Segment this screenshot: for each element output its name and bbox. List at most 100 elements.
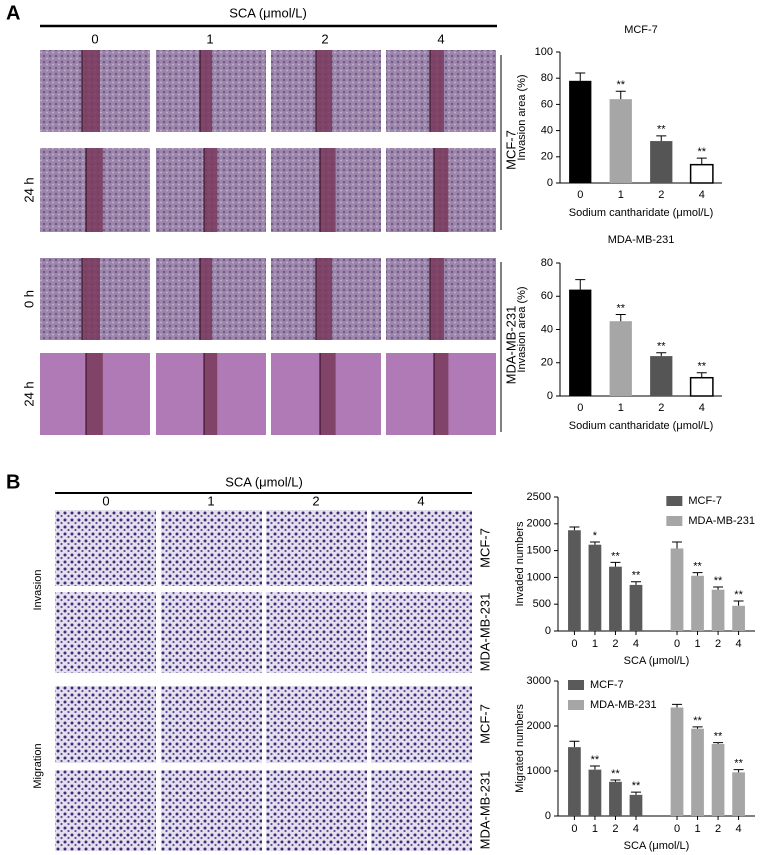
time-label: 0 h bbox=[21, 290, 36, 308]
x-tick-label: 4 bbox=[699, 402, 705, 414]
bar bbox=[691, 575, 704, 631]
x-axis-label: SCA (μmol/L) bbox=[624, 655, 690, 667]
x-tick-label: 0 bbox=[674, 638, 680, 650]
assay-label: Migration bbox=[32, 743, 44, 788]
y-tick-label: 60 bbox=[541, 98, 553, 110]
scratch bbox=[204, 353, 218, 435]
bar bbox=[588, 769, 602, 816]
significance: ** bbox=[611, 550, 620, 562]
micrograph bbox=[161, 592, 262, 673]
x-tick-label: 4 bbox=[633, 823, 639, 835]
error-bar bbox=[615, 314, 626, 322]
legend-swatch bbox=[666, 516, 683, 526]
bar bbox=[670, 707, 684, 816]
chart-title: MCF-7 bbox=[624, 24, 658, 36]
error-bar bbox=[569, 740, 580, 748]
x-tick-label: 1 bbox=[694, 823, 700, 835]
x-tick-label: 2 bbox=[612, 823, 618, 835]
significance: ** bbox=[591, 754, 600, 766]
error-bar bbox=[733, 769, 744, 773]
scratch bbox=[204, 148, 218, 232]
micrograph bbox=[266, 686, 367, 763]
micrograph bbox=[161, 770, 262, 851]
x-tick-label: 2 bbox=[658, 402, 664, 414]
scratch bbox=[316, 50, 332, 132]
scratch bbox=[316, 258, 332, 340]
y-tick-label: 100 bbox=[535, 46, 553, 58]
cell-line-label: MDA-MB-231 bbox=[477, 771, 492, 850]
x-tick-label: 4 bbox=[736, 823, 742, 835]
legend-label: MCF-7 bbox=[590, 679, 624, 691]
x-tick-label: 2 bbox=[612, 638, 618, 650]
bar bbox=[569, 80, 592, 183]
y-tick-label: 0 bbox=[547, 177, 553, 189]
bar bbox=[732, 772, 745, 816]
micrograph bbox=[266, 770, 367, 851]
micrographs bbox=[40, 50, 496, 851]
micrograph bbox=[371, 686, 472, 763]
y-axis-label: Migrated numbers bbox=[514, 704, 526, 793]
bar bbox=[689, 163, 714, 184]
micrograph bbox=[266, 592, 367, 673]
error-bar bbox=[575, 72, 586, 81]
scratch bbox=[430, 258, 444, 340]
x-tick-label: 2 bbox=[658, 189, 664, 201]
x-axis-label: SCA (μmol/L) bbox=[624, 840, 690, 852]
significance: ** bbox=[693, 715, 702, 727]
error-bar bbox=[692, 572, 703, 576]
bar bbox=[650, 356, 673, 396]
y-tick-label: 500 bbox=[533, 598, 551, 610]
dose-label: 2 bbox=[312, 493, 319, 508]
y-tick-label: 2000 bbox=[527, 720, 551, 732]
bar bbox=[711, 589, 725, 631]
error-bar bbox=[696, 157, 707, 165]
bar bbox=[711, 744, 725, 816]
bar bbox=[670, 548, 684, 631]
x-tick-label: 4 bbox=[633, 638, 639, 650]
x-tick-label: 4 bbox=[736, 638, 742, 650]
y-tick-label: 0 bbox=[545, 625, 551, 637]
dose-label: 2 bbox=[321, 31, 328, 46]
significance: ** bbox=[632, 780, 641, 792]
bar bbox=[568, 747, 581, 816]
x-tick-label: 1 bbox=[694, 638, 700, 650]
panel-label: B bbox=[6, 471, 20, 493]
header: SCA (μmol/L) bbox=[225, 474, 303, 489]
legend-swatch bbox=[666, 496, 683, 506]
scratch bbox=[320, 148, 336, 232]
y-tick-label: 3000 bbox=[527, 675, 551, 687]
bar bbox=[609, 99, 632, 183]
significance: ** bbox=[693, 560, 702, 572]
micrograph bbox=[55, 770, 156, 851]
micrograph bbox=[371, 592, 472, 673]
x-tick-label: 0 bbox=[571, 823, 577, 835]
error-bar bbox=[672, 703, 683, 708]
error-bar bbox=[692, 726, 703, 729]
bar bbox=[689, 376, 714, 397]
time-label: 24 h bbox=[21, 177, 36, 202]
bar bbox=[629, 584, 643, 631]
error-bar bbox=[630, 791, 641, 795]
bar bbox=[609, 781, 622, 816]
x-tick-label: 0 bbox=[577, 402, 583, 414]
bar bbox=[691, 728, 704, 816]
cell-line-label: MCF-7 bbox=[477, 528, 492, 568]
dose-label: 0 bbox=[91, 31, 98, 46]
error-bar bbox=[569, 526, 580, 531]
y-tick-label: 20 bbox=[541, 151, 553, 163]
y-tick-label: 60 bbox=[541, 290, 553, 302]
y-tick-label: 20 bbox=[541, 357, 553, 369]
significance: ** bbox=[657, 341, 666, 353]
micrograph bbox=[371, 770, 472, 851]
dose-label: 1 bbox=[206, 31, 213, 46]
scratch bbox=[200, 50, 212, 132]
y-tick-label: 1500 bbox=[527, 545, 551, 557]
legend-swatch bbox=[568, 680, 584, 690]
time-label: 24 h bbox=[21, 381, 36, 406]
y-tick-label: 0 bbox=[545, 810, 551, 822]
significance: ** bbox=[734, 589, 743, 601]
x-tick-label: 2 bbox=[715, 823, 721, 835]
y-tick-label: 2500 bbox=[527, 491, 551, 503]
y-tick-label: 0 bbox=[547, 390, 553, 402]
